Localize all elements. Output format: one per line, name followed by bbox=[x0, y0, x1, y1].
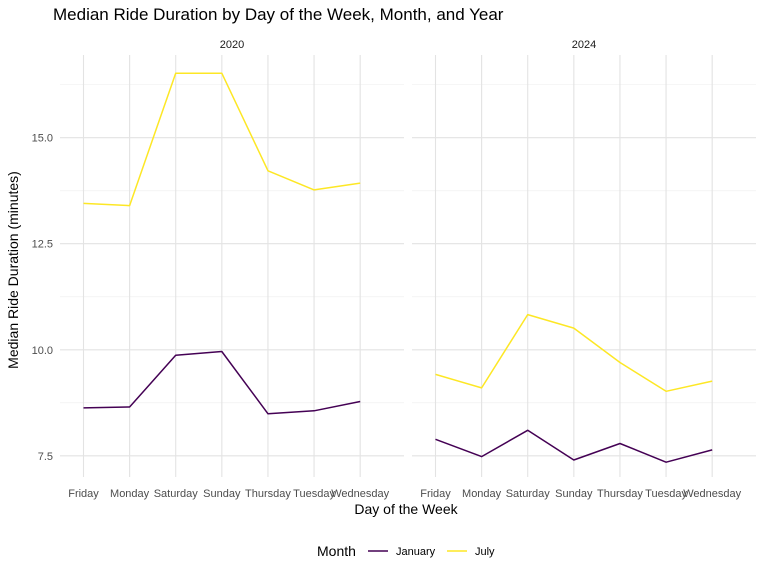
panel-2020: 2020 7.5 10.0 12.5 15.0 Friday Monday Saturday S… bbox=[32, 39, 404, 500]
x-tick-label: Saturday bbox=[506, 488, 551, 500]
y-tick-label: 15.0 bbox=[32, 133, 53, 145]
y-tick-label: 12.5 bbox=[32, 239, 53, 251]
x-tick-label: Friday bbox=[420, 488, 451, 500]
facet-panels: 2020 7.5 10.0 12.5 15.0 Friday Monday Saturday S… bbox=[32, 39, 756, 500]
legend-label-january: January bbox=[396, 546, 436, 558]
y-tick-label: 10.0 bbox=[32, 345, 53, 357]
x-tick-label: Tuesday bbox=[293, 488, 335, 500]
x-tick-label: Sunday bbox=[203, 488, 241, 500]
legend: Month January July bbox=[317, 543, 495, 559]
x-axis-title: Day of the Week bbox=[354, 501, 458, 517]
x-tick-label: Saturday bbox=[154, 488, 199, 500]
panel-2024: 2024 Friday Monday Saturday Sunday Thursday Tu… bbox=[412, 39, 756, 500]
series-line-july-2024 bbox=[435, 313, 713, 393]
series-line-january-2020 bbox=[83, 350, 361, 415]
x-tick-label: Tuesday bbox=[645, 488, 687, 500]
y-tick-label: 7.5 bbox=[38, 451, 53, 463]
x-tick-label: Wednesday bbox=[683, 488, 741, 500]
y-axis-title: Median Ride Duration (minutes) bbox=[5, 171, 21, 369]
x-tick-label: Thursday bbox=[245, 488, 291, 500]
legend-title: Month bbox=[317, 543, 356, 559]
legend-label-july: July bbox=[475, 546, 495, 558]
x-tick-label: Friday bbox=[68, 488, 99, 500]
series-line-january-2024 bbox=[435, 429, 713, 463]
series-line-july-2020 bbox=[83, 72, 361, 207]
facet-label-2024: 2024 bbox=[572, 39, 596, 51]
x-tick-label: Monday bbox=[462, 488, 502, 500]
x-tick-label: Monday bbox=[110, 488, 150, 500]
x-tick-label: Sunday bbox=[555, 488, 593, 500]
chart-title: Median Ride Duration by Day of the Week,… bbox=[53, 5, 504, 24]
x-tick-label: Wednesday bbox=[331, 488, 389, 500]
x-tick-label: Thursday bbox=[597, 488, 643, 500]
facet-label-2020: 2020 bbox=[220, 39, 244, 51]
